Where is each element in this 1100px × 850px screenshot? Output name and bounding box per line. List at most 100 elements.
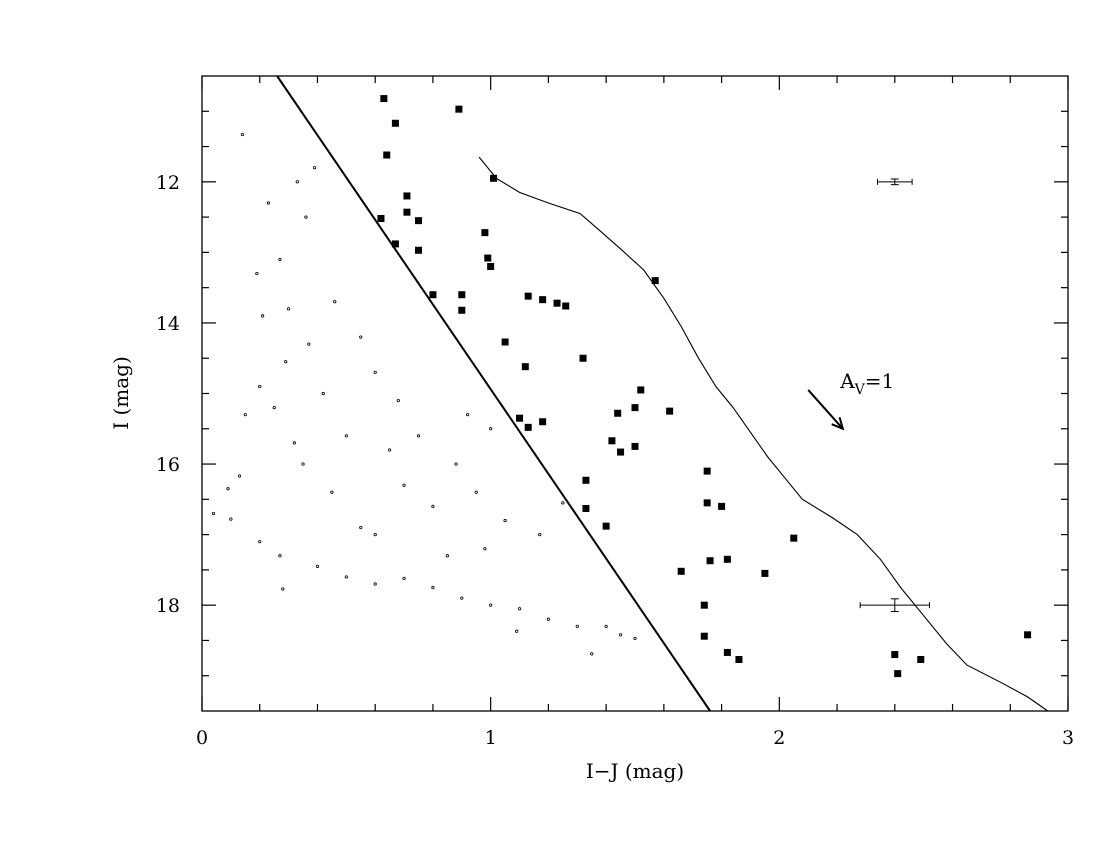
x-tick-label: 2 <box>773 727 785 749</box>
data-point-dot <box>633 636 637 640</box>
data-point-dot <box>474 490 478 494</box>
data-point-dot <box>388 448 392 452</box>
data-point-square <box>553 299 561 307</box>
data-point-dot <box>489 603 493 607</box>
data-point-dot <box>295 180 299 184</box>
data-point-dot <box>431 585 435 590</box>
data-point-dot <box>575 624 579 628</box>
data-point-dot <box>240 132 245 137</box>
data-point-square <box>703 467 711 475</box>
x-tick-label: 1 <box>485 727 497 749</box>
data-point-dot <box>272 406 276 410</box>
data-point-dot <box>373 533 377 537</box>
data-point-square <box>391 240 399 248</box>
data-point-square <box>524 423 532 431</box>
annotations: AV=1 <box>807 369 894 431</box>
data-point-dot <box>266 201 270 205</box>
data-point-square <box>383 151 391 159</box>
data-point-dot <box>292 441 296 445</box>
data-point-square <box>700 632 708 640</box>
data-point-dot <box>261 314 265 318</box>
data-point-square <box>516 414 524 422</box>
data-point-dot <box>359 525 363 530</box>
series <box>211 75 1049 712</box>
data-point-dot <box>321 391 325 396</box>
data-point-square <box>735 655 743 663</box>
data-point-dot <box>445 554 449 558</box>
data-point-square <box>677 567 685 575</box>
data-point-dot <box>396 398 400 403</box>
data-point-dot <box>258 540 262 544</box>
plot-frame <box>201 75 1069 712</box>
separation-line <box>276 75 711 712</box>
x-tick-label: 0 <box>196 727 208 749</box>
data-point-square <box>761 569 769 577</box>
isochrone-line <box>478 156 1049 712</box>
data-point-dot <box>604 624 608 628</box>
data-point-dot <box>546 617 551 621</box>
data-point-square <box>403 208 411 216</box>
x-tick-label: 3 <box>1062 727 1074 749</box>
data-point-dot <box>344 575 348 579</box>
data-point-dot <box>515 629 519 633</box>
extinction-arrow <box>807 389 844 430</box>
data-point-square <box>458 306 466 314</box>
data-point-dot <box>489 427 493 431</box>
data-point-square <box>703 499 711 507</box>
data-point-square <box>582 505 590 513</box>
data-point-dot <box>590 652 594 656</box>
data-point-square <box>455 105 463 113</box>
error-bars <box>859 178 930 613</box>
data-point-square <box>723 555 731 563</box>
data-point-dot <box>373 370 377 374</box>
data-point-square <box>631 404 639 412</box>
y-tick-label: 16 <box>156 454 180 476</box>
data-point-dot <box>460 596 464 600</box>
data-point-square <box>617 448 625 456</box>
data-point-dot <box>431 504 435 508</box>
data-point-square <box>579 354 587 362</box>
extinction-label: AV=1 <box>839 369 894 398</box>
data-point-square <box>718 502 726 510</box>
data-point-square <box>484 254 492 262</box>
data-point-dot <box>402 576 406 580</box>
data-point-dot <box>304 215 308 219</box>
data-point-dot <box>255 271 259 276</box>
data-point-square <box>501 338 509 346</box>
data-point-square <box>891 651 899 659</box>
data-point-dot <box>373 582 377 586</box>
data-point-square <box>723 648 731 656</box>
data-point-dot <box>237 474 242 478</box>
data-point-square <box>391 119 399 127</box>
data-point-square <box>415 217 422 225</box>
data-point-square <box>490 174 498 182</box>
data-point-dot <box>538 533 542 537</box>
data-point-square <box>706 557 714 565</box>
data-point-dot <box>315 564 320 568</box>
data-point-square <box>415 246 422 254</box>
data-point-square <box>1024 631 1032 639</box>
data-point-dot <box>359 335 363 339</box>
data-point-square <box>608 437 616 445</box>
data-point-dot <box>618 633 623 637</box>
y-tick-label: 12 <box>156 172 180 194</box>
data-point-dot <box>333 300 337 304</box>
data-point-dot <box>281 587 285 591</box>
data-point-dot <box>561 501 565 505</box>
data-point-dot <box>344 434 348 438</box>
data-point-dot <box>416 434 421 438</box>
y-tick-label: 14 <box>156 313 180 335</box>
data-point-dot <box>278 554 282 558</box>
data-point-square <box>602 522 610 530</box>
data-point-square <box>403 192 411 200</box>
data-point-dot <box>402 483 406 487</box>
data-point-square <box>539 418 547 426</box>
data-point-square <box>487 263 495 270</box>
data-point-square <box>539 296 547 304</box>
y-tick-label: 18 <box>156 595 180 617</box>
data-point-dot <box>211 511 216 516</box>
data-point-square <box>700 601 708 609</box>
data-point-dot <box>454 462 458 466</box>
data-point-dot <box>517 607 522 611</box>
